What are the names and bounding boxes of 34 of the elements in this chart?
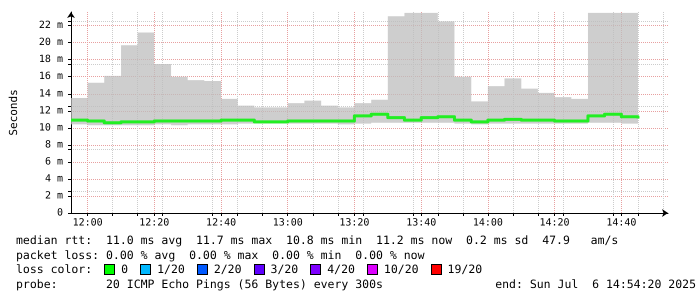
x-tick-label: 13:20 bbox=[339, 218, 370, 228]
text: 1/20 bbox=[157, 262, 185, 276]
text: end: Sun Jul 6 14:54:20 2025 bbox=[495, 276, 696, 291]
x-tick-label: 12:40 bbox=[206, 218, 236, 228]
y-tick-label: 4 m bbox=[44, 173, 63, 184]
text: 10/20 bbox=[384, 262, 419, 276]
y-tick-label: 22 m bbox=[38, 20, 63, 32]
x-tick-label: 12:00 bbox=[72, 218, 103, 228]
y-tick-label: 20 m bbox=[38, 37, 63, 48]
y-tick-label: 8 m bbox=[44, 139, 63, 150]
text: 3/20 bbox=[270, 262, 298, 276]
text: loss color: bbox=[16, 262, 92, 276]
text: median rtt: 11.0 ms avg 11.7 ms max 10.8 ms min 11.2 ms now 0.2 ms sd 47.9 am/s bbox=[16, 233, 620, 248]
y-tick-label: 18 m bbox=[38, 54, 63, 66]
y-tick-label: 16 m bbox=[38, 71, 63, 82]
text: 2/20 bbox=[214, 262, 242, 276]
y-tick-label: 2 m bbox=[44, 190, 63, 202]
y-tick-label: 14 m bbox=[38, 88, 63, 100]
text: 4/20 bbox=[327, 262, 355, 276]
y-tick-label: 10 m bbox=[38, 122, 63, 134]
x-tick-label: 14:00 bbox=[472, 218, 503, 228]
y-tick-label: 6 m bbox=[44, 156, 63, 168]
y-axis-title: Seconds bbox=[7, 89, 20, 136]
text: probe: 20 ICMP Echo Pings (56 Bytes) every 300s bbox=[16, 276, 383, 291]
x-tick-label: 13:00 bbox=[272, 218, 303, 228]
y-tick-label: 12 m bbox=[38, 105, 63, 116]
x-tick-label: 14:40 bbox=[606, 218, 636, 228]
text: packet loss: 0.00 % avg 0.00 % max 0.00 % min 0.00 % now bbox=[16, 248, 426, 262]
x-tick-label: 13:40 bbox=[406, 218, 436, 228]
y-tick-label: 0 bbox=[56, 208, 63, 218]
text: 0 bbox=[121, 262, 128, 276]
text: 19/20 bbox=[448, 262, 482, 276]
x-tick-label: 12:20 bbox=[139, 218, 170, 228]
x-tick-label: 14:20 bbox=[539, 218, 570, 228]
